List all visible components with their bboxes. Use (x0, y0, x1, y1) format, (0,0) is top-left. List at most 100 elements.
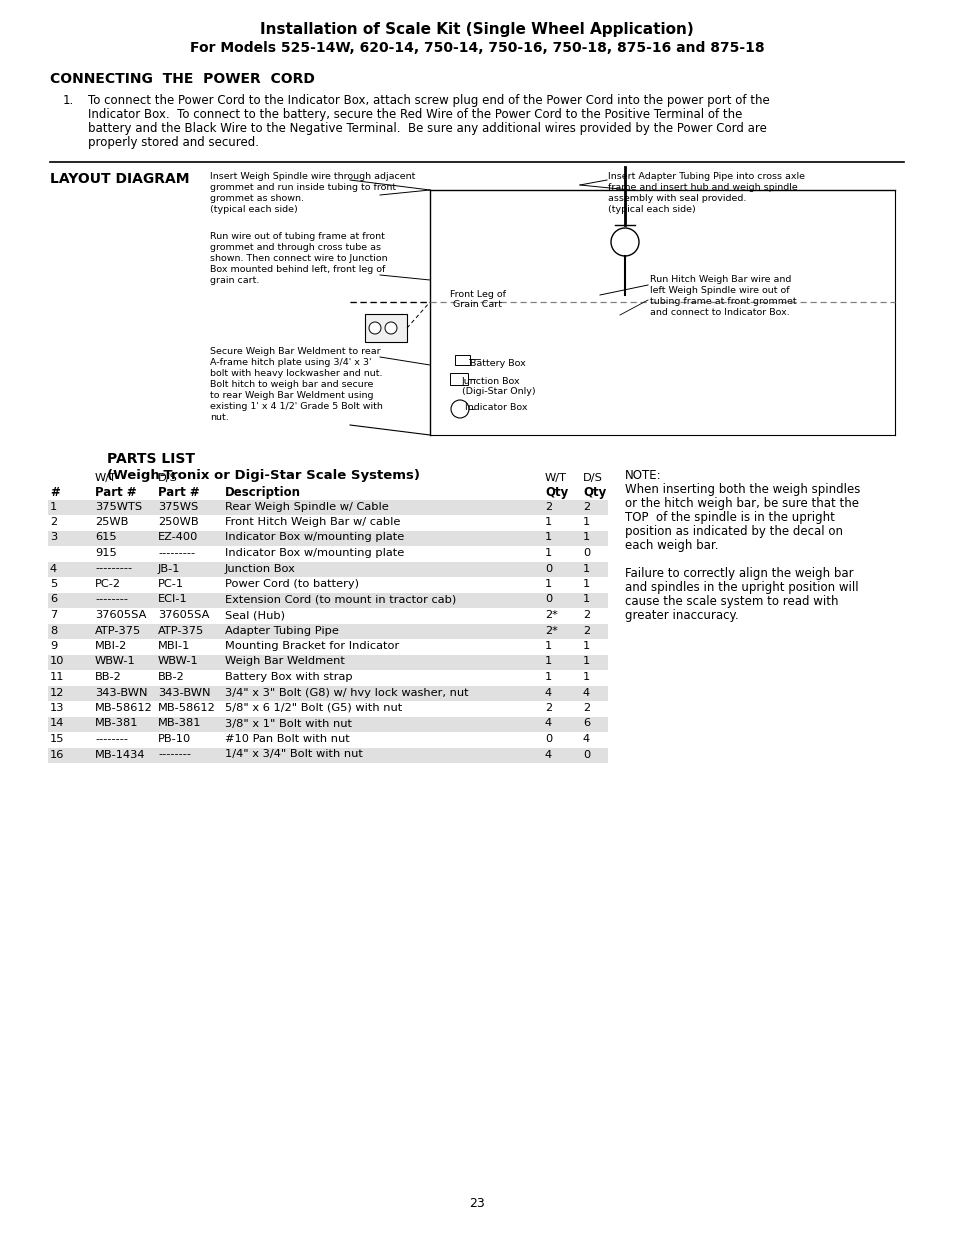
Text: 1: 1 (582, 563, 590, 573)
Text: Description: Description (225, 487, 301, 499)
Text: 6: 6 (50, 594, 57, 604)
Text: 16: 16 (50, 750, 64, 760)
Text: properly stored and secured.: properly stored and secured. (88, 136, 258, 149)
Circle shape (385, 322, 396, 333)
Text: 3/8" x 1" Bolt with nut: 3/8" x 1" Bolt with nut (225, 719, 352, 729)
Text: 1: 1 (544, 517, 552, 527)
Text: 615: 615 (95, 532, 116, 542)
Text: 3/4" x 3" Bolt (G8) w/ hvy lock washer, nut: 3/4" x 3" Bolt (G8) w/ hvy lock washer, … (225, 688, 468, 698)
Text: 12: 12 (50, 688, 64, 698)
Text: 0: 0 (582, 750, 590, 760)
Text: Rear Weigh Spindle w/ Cable: Rear Weigh Spindle w/ Cable (225, 501, 388, 511)
Text: D/S: D/S (158, 473, 177, 483)
Circle shape (610, 228, 639, 256)
Text: --------: -------- (158, 750, 191, 760)
Bar (48, 562, 607, 577)
Text: PC-1: PC-1 (158, 579, 184, 589)
Text: For Models 525-14W, 620-14, 750-14, 750-16, 750-18, 875-16 and 875-18: For Models 525-14W, 620-14, 750-14, 750-… (190, 41, 763, 56)
Text: Insert Adapter Tubing Pipe into cross axle: Insert Adapter Tubing Pipe into cross ax… (607, 172, 804, 182)
Text: 11: 11 (50, 672, 65, 682)
Text: To connect the Power Cord to the Indicator Box, attach screw plug end of the Pow: To connect the Power Cord to the Indicat… (88, 94, 769, 107)
Text: 4: 4 (544, 750, 552, 760)
Text: 1: 1 (582, 594, 590, 604)
Text: Junction Box
(Digi-Star Only): Junction Box (Digi-Star Only) (461, 377, 535, 396)
Text: LAYOUT DIAGRAM: LAYOUT DIAGRAM (50, 172, 190, 186)
Text: 23: 23 (469, 1197, 484, 1210)
Text: 4: 4 (50, 563, 57, 573)
Text: 5/8" x 6 1/2" Bolt (G5) with nut: 5/8" x 6 1/2" Bolt (G5) with nut (225, 703, 402, 713)
Text: 3: 3 (50, 532, 57, 542)
Text: 25WB: 25WB (95, 517, 129, 527)
Text: 1: 1 (544, 532, 552, 542)
Bar (48, 655, 607, 671)
Text: 1: 1 (544, 548, 552, 558)
Text: battery and the Black Wire to the Negative Terminal.  Be sure any additional wir: battery and the Black Wire to the Negati… (88, 122, 766, 135)
Text: --------: -------- (95, 594, 128, 604)
Text: 4: 4 (582, 688, 590, 698)
Text: Run wire out of tubing frame at front: Run wire out of tubing frame at front (210, 232, 384, 241)
Text: Qty: Qty (582, 487, 605, 499)
Text: 10: 10 (50, 657, 65, 667)
Text: 0: 0 (544, 734, 552, 743)
Text: PB-10: PB-10 (158, 734, 191, 743)
Text: 1: 1 (582, 641, 590, 651)
Bar (48, 747, 607, 763)
Text: Bolt hitch to weigh bar and secure: Bolt hitch to weigh bar and secure (210, 380, 373, 389)
Text: Insert Weigh Spindle wire through adjacent: Insert Weigh Spindle wire through adjace… (210, 172, 415, 182)
Text: to rear Weigh Bar Weldment using: to rear Weigh Bar Weldment using (210, 391, 374, 400)
Text: 4: 4 (544, 688, 552, 698)
Text: When inserting both the weigh spindles: When inserting both the weigh spindles (624, 483, 860, 496)
Text: MB-1434: MB-1434 (95, 750, 146, 760)
Text: bolt with heavy lockwasher and nut.: bolt with heavy lockwasher and nut. (210, 369, 382, 378)
Text: Mounting Bracket for Indicator: Mounting Bracket for Indicator (225, 641, 399, 651)
Text: 1: 1 (544, 672, 552, 682)
Text: (Weigh-Tronix or Digi-Star Scale Systems): (Weigh-Tronix or Digi-Star Scale Systems… (107, 469, 419, 482)
Text: Part #: Part # (158, 487, 199, 499)
Bar (48, 593, 607, 608)
Text: frame and insert hub and weigh spindle: frame and insert hub and weigh spindle (607, 183, 797, 191)
Text: 1: 1 (582, 672, 590, 682)
Text: MBI-2: MBI-2 (95, 641, 127, 651)
Text: 343-BWN: 343-BWN (95, 688, 148, 698)
Text: 2*: 2* (544, 610, 558, 620)
Text: 1: 1 (544, 641, 552, 651)
Text: Secure Weigh Bar Weldment to rear: Secure Weigh Bar Weldment to rear (210, 347, 380, 356)
Text: MB-58612: MB-58612 (158, 703, 215, 713)
Text: 915: 915 (95, 548, 116, 558)
Text: 0: 0 (582, 548, 590, 558)
Text: 1: 1 (50, 501, 57, 511)
Text: WBW-1: WBW-1 (95, 657, 135, 667)
Bar (48, 499, 607, 515)
Text: Part #: Part # (95, 487, 136, 499)
Text: 37605SA: 37605SA (158, 610, 209, 620)
Text: (typical each side): (typical each side) (210, 205, 297, 214)
Text: greater inaccuracy.: greater inaccuracy. (624, 609, 738, 622)
Text: 15: 15 (50, 734, 65, 743)
Text: W/T: W/T (95, 473, 117, 483)
Text: grain cart.: grain cart. (210, 275, 259, 285)
Text: Indicator Box w/mounting plate: Indicator Box w/mounting plate (225, 532, 404, 542)
Text: ---------: --------- (158, 548, 195, 558)
Text: Adapter Tubing Pipe: Adapter Tubing Pipe (225, 625, 338, 636)
Bar (48, 624, 607, 638)
Text: grommet and through cross tube as: grommet and through cross tube as (210, 243, 380, 252)
Text: CONNECTING  THE  POWER  CORD: CONNECTING THE POWER CORD (50, 72, 314, 86)
Bar (365, 314, 407, 342)
Text: MB-381: MB-381 (95, 719, 138, 729)
Text: and spindles in the upright position will: and spindles in the upright position wil… (624, 580, 858, 594)
Text: 1/4" x 3/4" Bolt with nut: 1/4" x 3/4" Bolt with nut (225, 750, 362, 760)
Text: 1: 1 (582, 532, 590, 542)
Text: nut.: nut. (210, 412, 229, 422)
Bar (48, 531, 607, 546)
Text: PC-2: PC-2 (95, 579, 121, 589)
Text: Box mounted behind left, front leg of: Box mounted behind left, front leg of (210, 266, 385, 274)
Text: shown. Then connect wire to Junction: shown. Then connect wire to Junction (210, 254, 387, 263)
Text: Seal (Hub): Seal (Hub) (225, 610, 285, 620)
Text: 2: 2 (544, 501, 552, 511)
Text: 7: 7 (50, 610, 57, 620)
Text: 13: 13 (50, 703, 65, 713)
Text: MBI-1: MBI-1 (158, 641, 191, 651)
Text: 1.: 1. (63, 94, 74, 107)
Text: JB-1: JB-1 (158, 563, 180, 573)
Text: MB-381: MB-381 (158, 719, 201, 729)
